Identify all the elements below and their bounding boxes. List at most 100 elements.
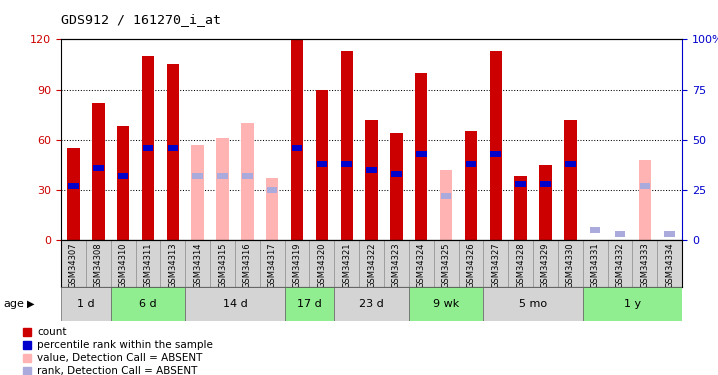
Bar — [185, 287, 284, 321]
Bar — [633, 240, 657, 287]
Text: value, Detection Call = ABSENT: value, Detection Call = ABSENT — [37, 353, 202, 363]
Text: GSM34325: GSM34325 — [442, 242, 451, 288]
Bar — [335, 240, 359, 287]
Bar — [366, 167, 377, 173]
Text: GSM34332: GSM34332 — [615, 242, 625, 288]
Bar — [583, 240, 607, 287]
Text: GSM34311: GSM34311 — [144, 242, 152, 288]
Bar — [391, 171, 401, 177]
Bar — [284, 240, 309, 287]
Bar — [241, 123, 253, 240]
Bar — [342, 161, 352, 167]
Bar — [365, 120, 378, 240]
Text: 5 mo: 5 mo — [519, 299, 547, 309]
Bar — [539, 165, 551, 240]
Bar — [490, 51, 502, 240]
Bar — [416, 151, 426, 157]
Bar — [459, 240, 483, 287]
Bar — [192, 145, 204, 240]
Text: GSM34331: GSM34331 — [591, 242, 600, 288]
Bar — [61, 240, 86, 287]
Text: GSM34308: GSM34308 — [94, 242, 103, 288]
Bar — [267, 187, 277, 193]
Text: GSM34334: GSM34334 — [665, 242, 674, 288]
Bar — [465, 131, 477, 240]
Text: 17 d: 17 d — [297, 299, 322, 309]
Bar — [490, 151, 501, 157]
Bar — [136, 240, 160, 287]
Bar — [384, 240, 409, 287]
Text: GSM34322: GSM34322 — [367, 242, 376, 288]
Text: age: age — [4, 299, 24, 309]
Bar — [483, 240, 508, 287]
Bar — [143, 145, 153, 151]
Bar — [540, 181, 551, 187]
Text: GSM34315: GSM34315 — [218, 242, 227, 288]
Text: GSM34313: GSM34313 — [168, 242, 177, 288]
Text: GSM34316: GSM34316 — [243, 242, 252, 288]
Bar — [317, 161, 327, 167]
Bar — [93, 165, 103, 171]
Bar — [340, 51, 353, 240]
Text: 6 d: 6 d — [139, 299, 157, 309]
Bar — [565, 161, 576, 167]
Bar — [185, 240, 210, 287]
Bar — [266, 178, 279, 240]
Bar — [260, 240, 284, 287]
Bar — [309, 240, 335, 287]
Bar — [615, 231, 625, 237]
Bar — [218, 173, 228, 179]
Bar — [409, 287, 483, 321]
Bar — [590, 227, 600, 233]
Text: 9 wk: 9 wk — [433, 299, 460, 309]
Bar — [210, 240, 235, 287]
Text: rank, Detection Call = ABSENT: rank, Detection Call = ABSENT — [37, 366, 197, 375]
Bar — [92, 103, 105, 240]
Text: percentile rank within the sample: percentile rank within the sample — [37, 340, 213, 350]
Bar — [516, 181, 526, 187]
Bar — [440, 170, 452, 240]
Bar — [441, 193, 452, 199]
Bar — [235, 240, 260, 287]
Bar — [141, 56, 154, 240]
Bar — [583, 287, 682, 321]
Bar — [284, 287, 335, 321]
Bar — [216, 138, 229, 240]
Bar — [160, 240, 185, 287]
Bar — [335, 287, 409, 321]
Bar — [86, 240, 111, 287]
Text: 14 d: 14 d — [223, 299, 247, 309]
Bar — [61, 287, 111, 321]
Bar — [558, 240, 583, 287]
Text: GSM34307: GSM34307 — [69, 242, 78, 288]
Text: GSM34310: GSM34310 — [118, 242, 128, 288]
Bar — [664, 231, 675, 237]
Text: GSM34317: GSM34317 — [268, 242, 276, 288]
Bar — [483, 287, 583, 321]
Bar — [466, 161, 476, 167]
Bar — [533, 240, 558, 287]
Text: GSM34323: GSM34323 — [392, 242, 401, 288]
Text: GSM34314: GSM34314 — [193, 242, 202, 288]
Bar — [607, 240, 633, 287]
Text: GDS912 / 161270_i_at: GDS912 / 161270_i_at — [61, 13, 221, 26]
Bar — [390, 133, 403, 240]
Bar — [111, 287, 185, 321]
Bar — [167, 64, 179, 240]
Text: GSM34324: GSM34324 — [416, 242, 426, 288]
Text: ▶: ▶ — [27, 299, 34, 309]
Bar — [657, 240, 682, 287]
Bar — [67, 148, 80, 240]
Text: GSM34321: GSM34321 — [342, 242, 351, 288]
Text: GSM34320: GSM34320 — [317, 242, 327, 288]
Bar — [415, 73, 427, 240]
Bar — [564, 120, 577, 240]
Text: GSM34333: GSM34333 — [640, 242, 649, 288]
Text: GSM34319: GSM34319 — [292, 242, 302, 288]
Text: 1 y: 1 y — [624, 299, 641, 309]
Text: count: count — [37, 327, 67, 337]
Bar — [508, 240, 533, 287]
Bar — [434, 240, 459, 287]
Bar — [640, 183, 650, 189]
Bar — [359, 240, 384, 287]
